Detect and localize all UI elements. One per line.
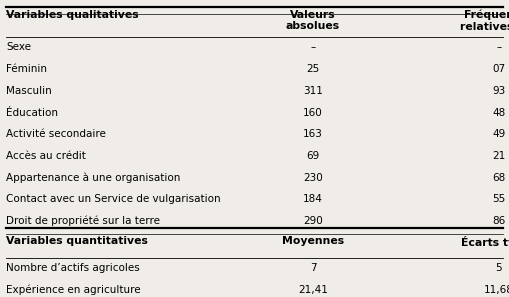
- Text: 93: 93: [492, 86, 505, 96]
- Text: 11,68: 11,68: [484, 285, 509, 295]
- Text: 21,41: 21,41: [298, 285, 328, 295]
- Text: 49: 49: [492, 129, 505, 139]
- Text: Contact avec un Service de vulgarisation: Contact avec un Service de vulgarisation: [6, 194, 221, 204]
- Text: 68: 68: [492, 173, 505, 183]
- Text: 48: 48: [492, 108, 505, 118]
- Text: –: –: [310, 42, 316, 53]
- Text: Éducation: Éducation: [6, 108, 58, 118]
- Text: Droit de propriété sur la terre: Droit de propriété sur la terre: [6, 216, 160, 226]
- Text: 21: 21: [492, 151, 505, 161]
- Text: Variables quantitatives: Variables quantitatives: [6, 236, 148, 246]
- Text: –: –: [496, 42, 501, 53]
- Text: 5: 5: [495, 263, 502, 273]
- Text: Nombre d’actifs agricoles: Nombre d’actifs agricoles: [6, 263, 140, 273]
- Text: 184: 184: [303, 194, 323, 204]
- Text: 55: 55: [492, 194, 505, 204]
- Text: Moyennes: Moyennes: [282, 236, 344, 246]
- Text: 311: 311: [303, 86, 323, 96]
- Text: 163: 163: [303, 129, 323, 139]
- Text: 86: 86: [492, 216, 505, 226]
- Text: 25: 25: [306, 64, 320, 74]
- Text: Masculin: Masculin: [6, 86, 52, 96]
- Text: Expérience en agriculture: Expérience en agriculture: [6, 285, 140, 295]
- Text: Fréquences
relatives (%): Fréquences relatives (%): [460, 10, 509, 32]
- Text: 07: 07: [492, 64, 505, 74]
- Text: Écarts types: Écarts types: [461, 236, 509, 248]
- Text: Activité secondaire: Activité secondaire: [6, 129, 106, 139]
- Text: 69: 69: [306, 151, 320, 161]
- Text: 290: 290: [303, 216, 323, 226]
- Text: 230: 230: [303, 173, 323, 183]
- Text: Sexe: Sexe: [6, 42, 31, 53]
- Text: 7: 7: [309, 263, 317, 273]
- Text: Valeurs
absolues: Valeurs absolues: [286, 10, 340, 31]
- Text: Appartenance à une organisation: Appartenance à une organisation: [6, 173, 181, 183]
- Text: 160: 160: [303, 108, 323, 118]
- Text: Accès au crédit: Accès au crédit: [6, 151, 86, 161]
- Text: Variables qualitatives: Variables qualitatives: [6, 10, 139, 20]
- Text: Féminin: Féminin: [6, 64, 47, 74]
